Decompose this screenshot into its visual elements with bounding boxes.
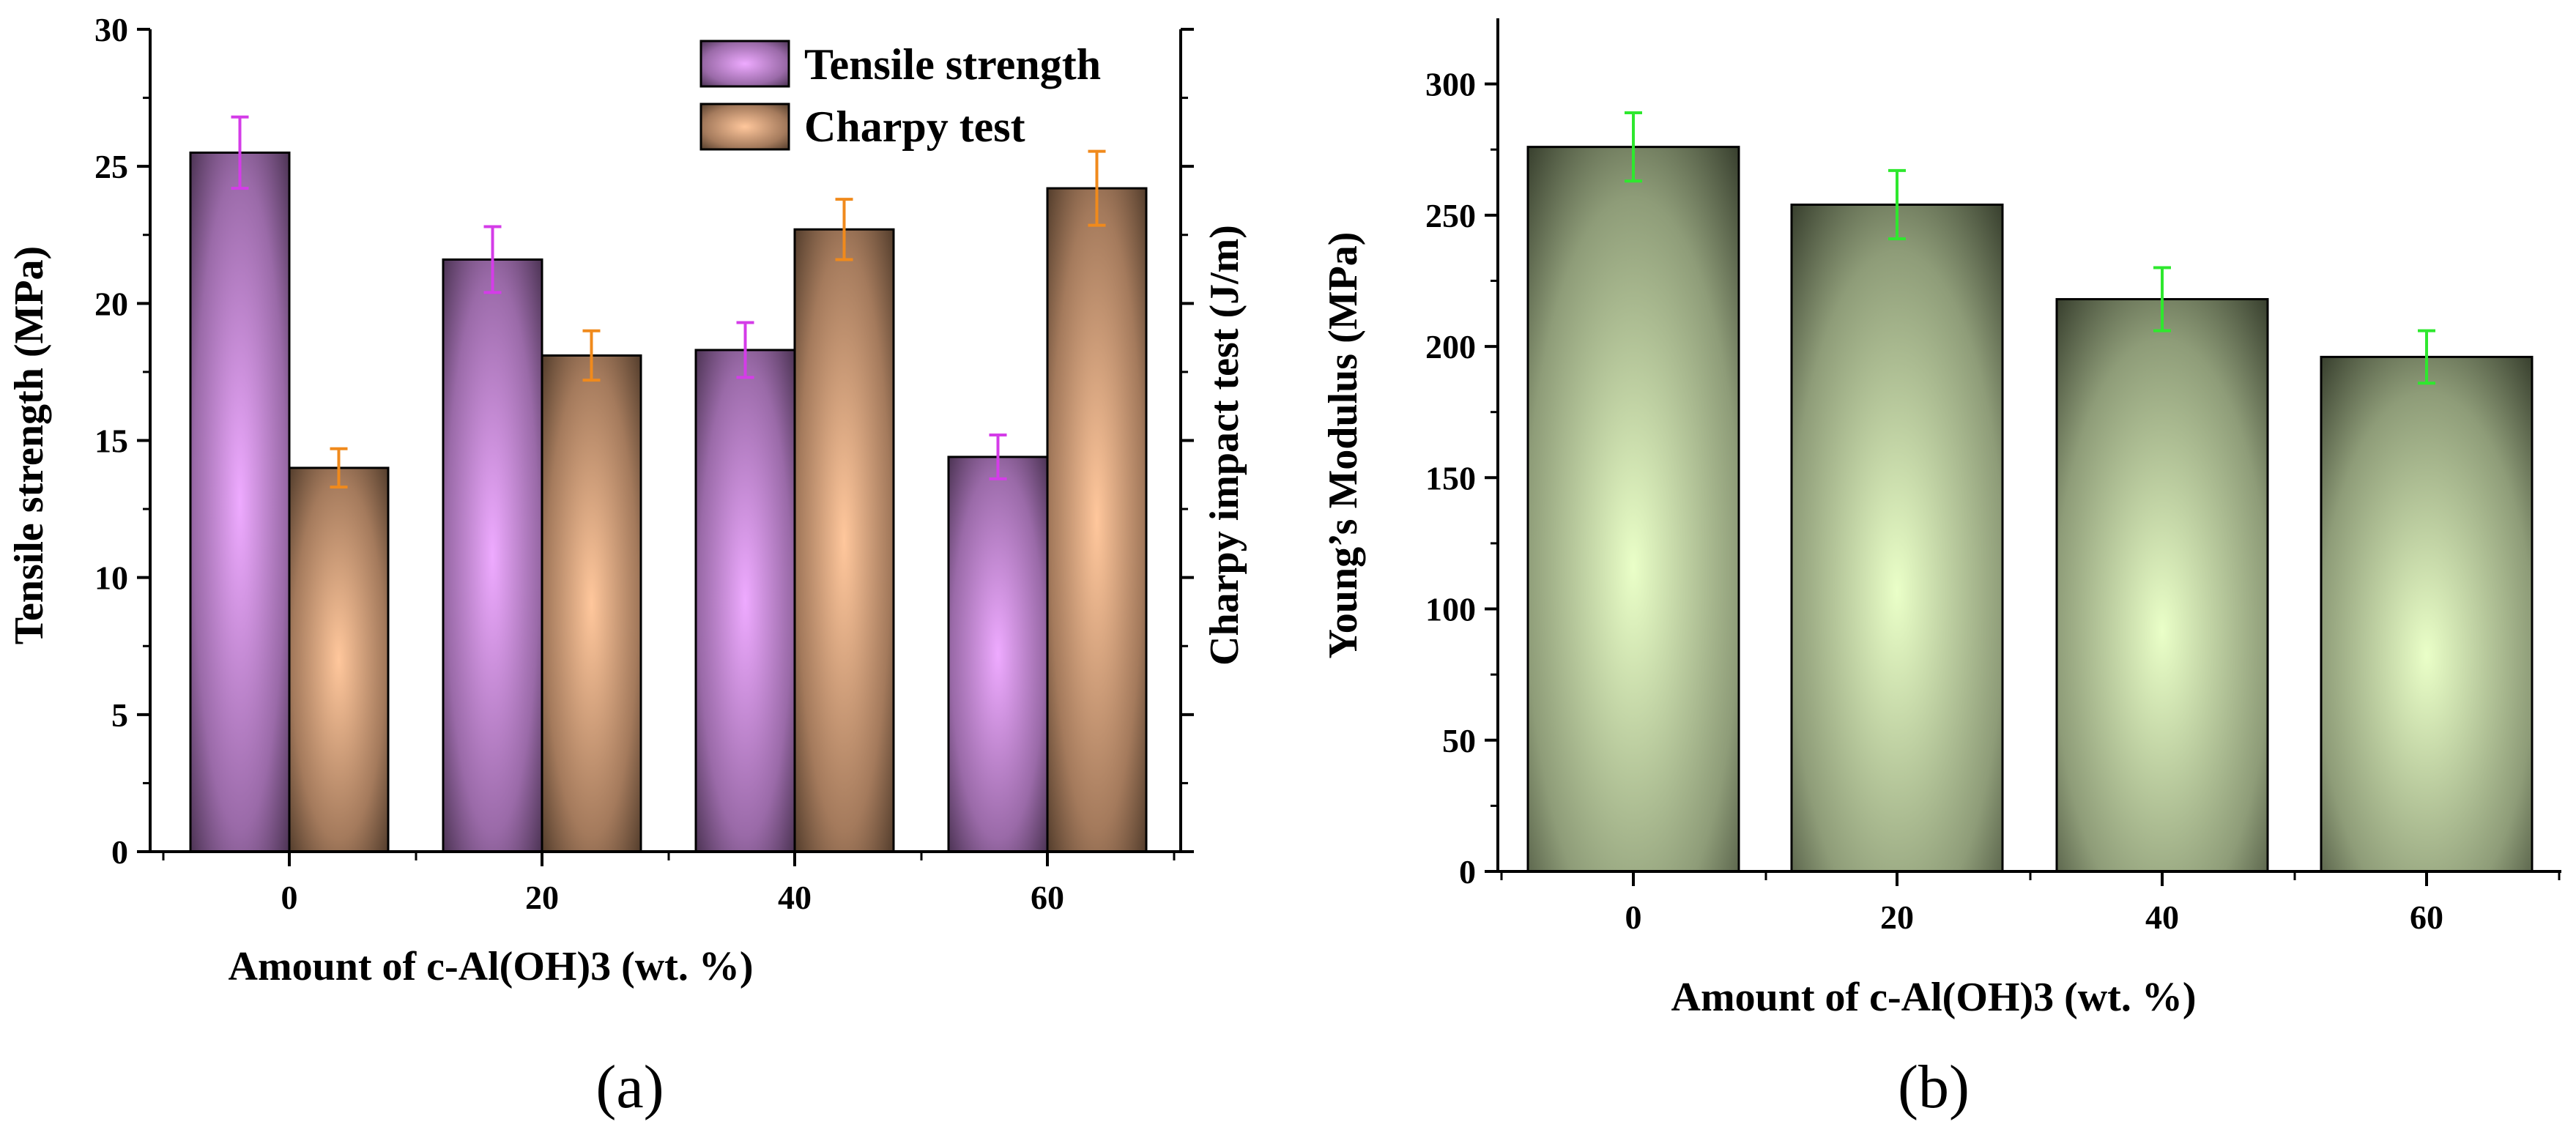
error-bar-charpy-0 — [330, 447, 348, 489]
error-bar-tensile-20 — [483, 225, 502, 294]
panel-b-x-axis-title: Amount of c-Al(OH)3 (wt. %) — [1671, 975, 2197, 1020]
panel-a-x-ticks: 0 20 40 60 — [162, 852, 1176, 916]
panel-b-y-tick-label-300: 300 — [1425, 66, 1476, 103]
panel-a-y-ticks: 0 5 10 15 20 25 30 — [94, 11, 150, 871]
bar-charpy-20 — [541, 354, 642, 853]
panel-a-x-tick-label-40: 40 — [778, 879, 812, 916]
panel-b-y-tick-label-200: 200 — [1425, 328, 1476, 365]
panel-a-x-tick-label-60: 60 — [1031, 879, 1064, 916]
bar-youngs-modulus-40 — [2055, 298, 2269, 873]
bar-charpy-0 — [288, 466, 390, 853]
panel-a-x-tick-label-20: 20 — [525, 879, 559, 916]
error-bar-charpy-20 — [582, 329, 601, 382]
panel-b-bars — [1526, 146, 2534, 873]
bar-charpy-40 — [793, 228, 895, 853]
panel-b-y-tick-label-250: 250 — [1425, 197, 1476, 234]
panel-a-bars — [189, 151, 1148, 853]
panel-a-x-tick-label-0: 0 — [281, 879, 298, 916]
panel-b-x-tick-label-40: 40 — [2145, 899, 2179, 936]
bar-youngs-modulus-0 — [1526, 146, 1740, 873]
panel-b-y-tick-label-100: 100 — [1425, 591, 1476, 628]
panel-b-x-tick-label-60: 60 — [2410, 899, 2443, 936]
error-bar-youngs-modulus-60 — [2418, 329, 2435, 385]
panel-a-y-tick-label-10: 10 — [94, 559, 128, 597]
panel-b-y-tick-label-150: 150 — [1425, 459, 1476, 496]
panel-b-label: (b) — [1898, 1053, 1970, 1121]
panel-b-y-axis-title: Young’s Modulus (MPa) — [1321, 232, 1366, 659]
panel-a-legend: Tensile strength Charpy test — [699, 40, 1101, 151]
panel-a-y2-axis-title: Charpy impact test (J/m) — [1202, 225, 1247, 666]
panel-a-y-tick-label-20: 20 — [94, 285, 128, 322]
panel-b-error-bars — [1625, 111, 2435, 385]
bar-charpy-60 — [1046, 187, 1148, 853]
error-bar-tensile-60 — [989, 434, 1007, 480]
error-bar-tensile-0 — [231, 115, 249, 190]
error-bar-charpy-60 — [1088, 149, 1106, 227]
panel-a-y-tick-label-0: 0 — [111, 833, 128, 871]
panel-b-y-tick-label-50: 50 — [1442, 722, 1476, 759]
bar-tensile-60 — [947, 455, 1049, 853]
error-bar-youngs-modulus-40 — [2153, 266, 2171, 332]
legend-swatch-charpy — [699, 103, 790, 151]
panel-a-chart: 0 5 10 15 20 25 30 0 20 40 60 Tensile strength Ch… — [7, 11, 1247, 1121]
error-bar-tensile-40 — [736, 321, 754, 379]
panel-a-y-tick-label-30: 30 — [94, 11, 128, 48]
panel-a-x-axis-title: Amount of c-Al(OH)3 (wt. %) — [229, 944, 754, 989]
panel-a-y-tick-label-5: 5 — [111, 696, 128, 734]
panel-b-y-tick-label-0: 0 — [1459, 853, 1476, 890]
bar-youngs-modulus-60 — [2320, 355, 2534, 873]
error-bar-youngs-modulus-0 — [1625, 111, 1642, 183]
panel-a-label: (a) — [595, 1053, 664, 1121]
panel-b-x-tick-label-20: 20 — [1880, 899, 1914, 936]
panel-a-y-tick-label-25: 25 — [94, 148, 128, 185]
panel-a-error-bars — [231, 115, 1106, 489]
bar-tensile-20 — [442, 258, 543, 853]
legend-label-charpy: Charpy test — [804, 103, 1025, 151]
bar-tensile-0 — [189, 151, 291, 853]
error-bar-charpy-40 — [835, 198, 853, 261]
panel-b-y-ticks: 0 50 100 150 200 250 300 — [1425, 66, 1498, 890]
panel-b-x-tick-label-0: 0 — [1625, 899, 1642, 936]
panel-b-chart: 0 50 100 150 200 250 300 0 20 40 60 Amount of c-A… — [1321, 18, 2561, 1121]
panel-a-y-axis-title: Tensile strength (MPa) — [7, 246, 52, 644]
panel-a-y2-ticks — [1181, 28, 1194, 853]
bar-youngs-modulus-20 — [1790, 204, 2004, 873]
legend-swatch-tensile — [699, 40, 790, 88]
error-bar-youngs-modulus-20 — [1888, 168, 1906, 241]
bar-tensile-40 — [694, 349, 796, 853]
panel-a-y-tick-label-15: 15 — [94, 423, 128, 460]
panel-b-x-ticks: 0 20 40 60 — [1500, 871, 2561, 936]
legend-label-tensile: Tensile strength — [804, 40, 1101, 89]
